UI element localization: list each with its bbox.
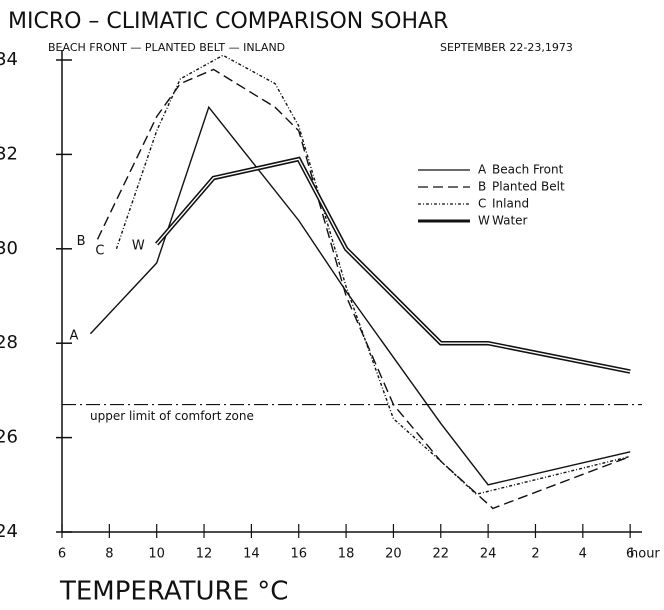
series-letter: W bbox=[132, 239, 145, 254]
legend-label: Water bbox=[492, 214, 528, 228]
legend-letter: W bbox=[478, 214, 490, 228]
y-tick-label: 28 bbox=[0, 332, 18, 353]
x-axis-label: TEMPERATURE °C bbox=[59, 577, 288, 607]
legend-letter: C bbox=[478, 197, 486, 211]
chart-subtitle: BEACH FRONT — PLANTED BELT — INLAND bbox=[48, 41, 285, 54]
series-letter: A bbox=[70, 328, 79, 343]
x-tick-label: 10 bbox=[148, 547, 165, 562]
x-tick-label: 24 bbox=[480, 547, 497, 562]
x-tick-label: 16 bbox=[290, 547, 307, 562]
x-tick-label: 14 bbox=[243, 547, 260, 562]
chart-title: MICRO – CLIMATIC COMPARISON SOHAR bbox=[8, 9, 448, 34]
x-tick-label: 22 bbox=[433, 547, 450, 562]
legend-letter: B bbox=[478, 180, 486, 194]
series-line bbox=[96, 68, 631, 510]
y-tick-label: 24 bbox=[0, 521, 18, 542]
y-tick-label: 26 bbox=[0, 427, 18, 448]
legend-label: Beach Front bbox=[492, 163, 564, 177]
x-tick-label: 18 bbox=[338, 547, 355, 562]
x-tick-label: 2 bbox=[531, 547, 539, 562]
series-letter: B bbox=[77, 234, 86, 249]
x-tick-label: 6 bbox=[626, 547, 634, 562]
legend-letter: A bbox=[478, 163, 487, 177]
x-tick-label: 20 bbox=[385, 547, 402, 562]
series-line bbox=[115, 54, 631, 496]
chart-date: SEPTEMBER 22-23,1973 bbox=[440, 41, 573, 54]
y-tick-label: 30 bbox=[0, 238, 18, 259]
y-tick-label: 34 bbox=[0, 49, 18, 70]
y-tick-label: 32 bbox=[0, 143, 18, 164]
comfort-label: upper limit of comfort zone bbox=[90, 409, 254, 423]
series-letter: C bbox=[95, 243, 104, 258]
legend-label: Inland bbox=[492, 197, 529, 211]
x-tick-label: 8 bbox=[105, 547, 113, 562]
legend-label: Planted Belt bbox=[492, 180, 565, 194]
series-line-inner bbox=[156, 158, 631, 373]
x-tick-label: 6 bbox=[58, 547, 66, 562]
x-tick-label: 4 bbox=[579, 547, 587, 562]
x-unit: hour bbox=[630, 547, 660, 562]
x-tick-label: 12 bbox=[196, 547, 213, 562]
